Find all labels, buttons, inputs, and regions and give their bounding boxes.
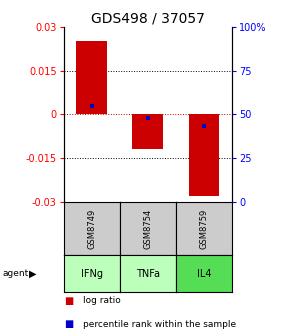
Bar (133, 114, 163, 149)
Text: log ratio: log ratio (83, 296, 120, 305)
Text: ■: ■ (64, 296, 73, 306)
Bar (188, 114, 219, 196)
Text: ▶: ▶ (29, 269, 37, 279)
Text: GSM8754: GSM8754 (143, 208, 153, 249)
Text: percentile rank within the sample: percentile rank within the sample (83, 320, 236, 329)
Text: GSM8759: GSM8759 (200, 208, 209, 249)
Bar (76, 41, 107, 114)
Text: IL4: IL4 (197, 269, 211, 279)
Text: agent: agent (3, 269, 29, 278)
Text: ■: ■ (64, 319, 73, 329)
Title: GDS498 / 37057: GDS498 / 37057 (91, 12, 205, 26)
Text: TNFa: TNFa (136, 269, 160, 279)
Text: IFNg: IFNg (81, 269, 103, 279)
Text: GSM8749: GSM8749 (87, 208, 96, 249)
